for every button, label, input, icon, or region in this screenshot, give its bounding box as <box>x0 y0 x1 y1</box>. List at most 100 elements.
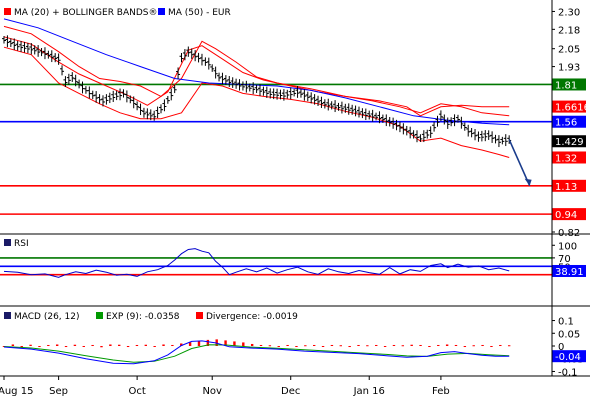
macd-y-tick-label: 0 <box>558 342 564 353</box>
macd-tag-label: -0.04 <box>555 352 581 363</box>
divergence-bar <box>109 344 112 346</box>
divergence-bar <box>38 346 41 347</box>
divergence-bar <box>64 346 68 348</box>
projection-arrow-head <box>524 178 532 186</box>
rsi-tag-box <box>552 264 586 277</box>
divergence-bar <box>82 346 85 347</box>
divergence-bar <box>197 340 201 346</box>
divergence-bar <box>490 346 493 347</box>
rsi-panel: RSI100705038.91 <box>0 239 586 278</box>
x-tick-label: Sep <box>49 386 68 397</box>
x-tick-label: Nov <box>202 386 222 397</box>
divergence-bar <box>188 342 192 346</box>
macd-legend-label: MACD (26, 12) <box>14 312 80 322</box>
projection-arrow-line <box>508 139 531 187</box>
rsi-y-tick-label: 100 <box>558 241 577 252</box>
bollinger-upper-line <box>3 36 510 117</box>
level-tag-1.81-label: 1.81 <box>555 80 577 91</box>
ma20-line <box>3 25 510 117</box>
divergence-bar <box>463 346 467 348</box>
divergence-bar <box>242 342 245 346</box>
divergence-bar <box>206 339 210 346</box>
divergence-bar <box>499 344 502 346</box>
divergence-bar <box>383 346 387 347</box>
divergence-bar <box>250 343 254 346</box>
price-y-tick-label: 2.18 <box>558 25 580 36</box>
divergence-bar <box>357 344 360 346</box>
divergence-bar <box>295 346 298 347</box>
rsi-legend-icon <box>4 239 11 246</box>
level-tag-0.94-label: 0.94 <box>555 210 577 221</box>
divergence-bar <box>392 344 396 346</box>
divergence-bar <box>428 346 431 347</box>
price-tag-1.6616-label: 1.6616 <box>555 103 590 114</box>
divergence-legend-label: Divergence: -0.0019 <box>206 312 298 322</box>
x-tick-label: Oct <box>128 386 145 397</box>
divergence-bar <box>126 346 130 348</box>
divergence-bar <box>277 346 280 348</box>
divergence-bar <box>348 346 351 348</box>
rsi-line <box>3 248 510 278</box>
divergence-bar <box>153 346 156 347</box>
divergence-bar <box>312 344 316 346</box>
divergence-bar <box>224 340 227 346</box>
level-tag-0.94-box <box>552 208 586 221</box>
divergence-bar <box>366 345 369 347</box>
price-tag-1.32-box <box>552 151 586 164</box>
rsi-legend-label: RSI <box>14 239 29 249</box>
level-tag-1.13-box <box>552 179 586 192</box>
rsi-y-tick-label: 70 <box>558 254 571 265</box>
signal-line <box>3 344 510 363</box>
x-tick-label: Jan 16 <box>353 386 385 397</box>
divergence-bar <box>321 346 325 347</box>
divergence-bar <box>410 344 413 346</box>
macd-tag-box <box>552 350 586 363</box>
divergence-bar <box>180 343 183 346</box>
divergence-bar <box>144 344 148 346</box>
divergence-bar <box>445 344 449 346</box>
bollinger-lower-line <box>3 46 510 158</box>
level-tag-1.56-box <box>552 115 586 128</box>
divergence-bar <box>135 344 139 346</box>
divergence-bar <box>375 344 378 346</box>
divergence-legend-icon <box>196 312 203 319</box>
divergence-bar <box>454 344 458 346</box>
divergence-bar <box>29 344 32 346</box>
price-y-tick-label: 2.30 <box>558 7 580 18</box>
price-tag-1.429-label: 1.429 <box>555 137 584 148</box>
price-tag-1.32-label: 1.32 <box>555 153 577 164</box>
macd-y-tick-label: -0.1 <box>558 367 578 378</box>
price-y-tick-label: 1.93 <box>558 63 580 74</box>
divergence-bar <box>419 344 422 346</box>
divergence-bar <box>304 345 307 347</box>
divergence-bar <box>171 344 174 346</box>
rsi-tag-label: 38.91 <box>555 267 584 278</box>
price-bars <box>2 35 512 148</box>
x-axis: Aug 15 Sep Oct Nov Dec Jan 16 Feb <box>0 376 450 397</box>
ma20-legend-icon <box>4 8 11 15</box>
divergence-bar <box>339 345 342 347</box>
divergence-bar <box>437 344 440 346</box>
signal-legend-label: EXP (9): -0.0358 <box>106 312 180 322</box>
divergence-bar <box>330 344 334 346</box>
signal-legend-icon <box>96 312 103 319</box>
level-tag-1.56-label: 1.56 <box>555 118 577 129</box>
ma50-legend-icon <box>158 8 165 15</box>
x-tick-label: Dec <box>281 386 300 397</box>
price-y-tick-label: 2.05 <box>558 45 580 56</box>
macd-line <box>3 340 510 365</box>
divergence-bar <box>259 344 263 346</box>
level-tag-1.13-label: 1.13 <box>555 182 577 193</box>
macd-panel: MACD (26, 12) EXP (9): -0.0358 Divergence:… <box>2 312 586 378</box>
divergence-bar <box>215 339 218 346</box>
divergence-bar <box>47 344 50 346</box>
macd-y-tick-label: 0.05 <box>558 329 580 340</box>
divergence-bar <box>20 346 23 348</box>
divergence-bar <box>286 344 289 346</box>
price-tag-1.6616-box <box>552 100 586 113</box>
divergence-bar <box>268 345 272 347</box>
divergence-bar <box>481 344 484 346</box>
divergence-bar <box>100 346 103 348</box>
